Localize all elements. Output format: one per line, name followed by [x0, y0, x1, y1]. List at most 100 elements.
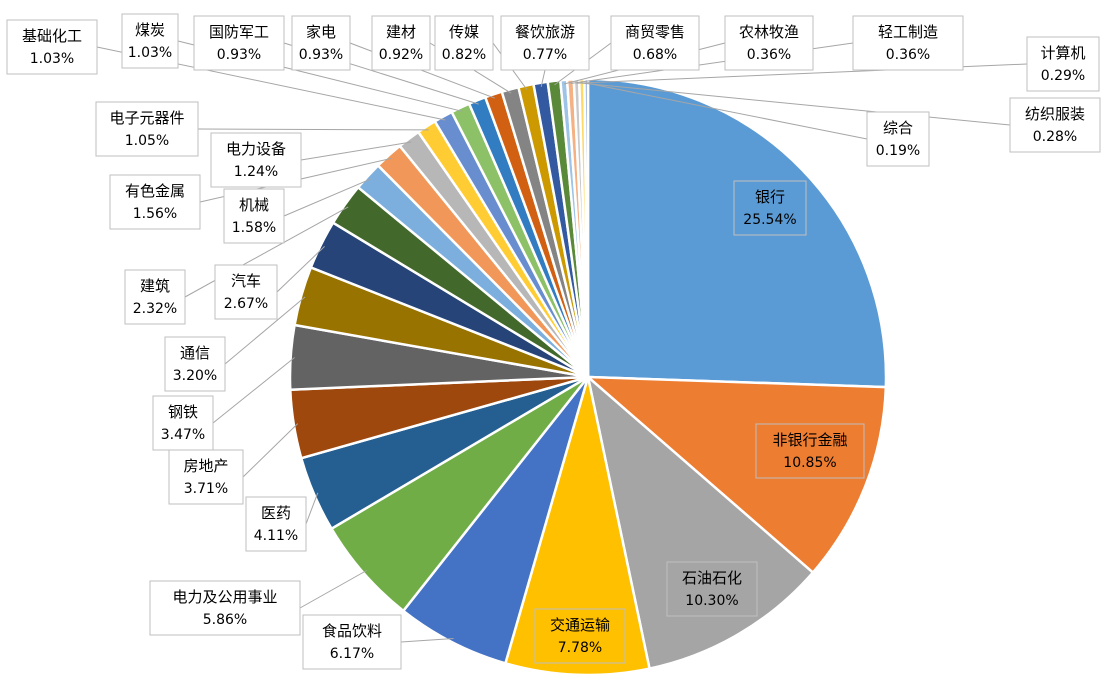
data-label-box [666, 561, 758, 617]
slice-value-label: 0.77% [523, 47, 567, 63]
leader-line-14 [300, 141, 412, 161]
slice-name-label: 机械 [239, 196, 269, 214]
data-label-box [1009, 97, 1101, 153]
slice-value-label: 1.03% [128, 45, 172, 61]
data-label-box [6, 19, 98, 75]
leader-line-22 [540, 69, 546, 87]
data-label-11: 建筑 2.32% [124, 269, 186, 325]
data-label-box [223, 188, 285, 244]
data-label-15: 电子元器件 1.05% [95, 101, 199, 157]
data-label-box [1026, 36, 1100, 92]
data-label-13: 有色金属 1.56% [109, 174, 201, 230]
leader-line-7 [242, 423, 299, 478]
slice-value-label: 0.28% [1033, 129, 1077, 145]
data-label-box [124, 269, 186, 325]
data-label-box [152, 395, 214, 451]
slice-name-label: 钢铁 [168, 403, 198, 421]
leader-line-15 [197, 128, 429, 131]
data-label-22: 餐饮旅游 0.77% [500, 15, 590, 71]
slice-name-label: 轻工制造 [878, 23, 938, 41]
data-label-box [210, 132, 302, 188]
leader-line-12 [283, 178, 371, 217]
pie-slice-4 [401, 376, 590, 665]
data-label-box [95, 101, 199, 157]
slice-value-label: 7.78% [558, 640, 602, 656]
data-label-26: 计算机 0.29% [1026, 36, 1100, 92]
slice-value-label: 1.05% [125, 133, 169, 149]
data-label-box [733, 180, 807, 236]
leader-line-5 [299, 570, 367, 609]
data-label-19: 家电 0.93% [291, 15, 351, 71]
slice-name-label: 国防军工 [209, 23, 269, 41]
data-label-12: 机械 1.58% [223, 188, 285, 244]
data-label-box [149, 580, 301, 636]
slice-value-label: 1.24% [234, 164, 278, 180]
data-label-box [500, 15, 590, 71]
slice-value-label: 1.56% [133, 206, 177, 222]
data-label-1: 非银行金融 10.85% [755, 423, 865, 479]
leader-line-27 [581, 82, 1011, 126]
data-label-6: 医药 4.11% [245, 496, 307, 552]
slice-name-label: 银行 [755, 188, 785, 206]
data-label-box [109, 174, 201, 230]
leader-line-10 [276, 246, 325, 293]
data-label-box [755, 423, 865, 479]
slice-value-label: 0.82% [442, 47, 486, 63]
slice-value-label: 0.93% [217, 47, 261, 63]
leader-line-6 [305, 492, 319, 525]
slice-value-label: 10.30% [685, 593, 738, 609]
slice-name-label: 家电 [306, 23, 336, 41]
leader-lines [96, 40, 1028, 643]
slice-value-label: 0.93% [299, 47, 343, 63]
slice-name-label: 传媒 [449, 23, 479, 41]
data-label-box [164, 336, 226, 392]
slice-value-label: 0.36% [886, 47, 930, 63]
slice-name-label: 有色金属 [125, 182, 185, 200]
slice-name-label: 通信 [180, 344, 210, 362]
slice-value-label: 2.67% [224, 296, 268, 312]
slice-name-label: 食品饮料 [322, 622, 382, 640]
data-label-box [852, 15, 964, 71]
slice-value-label: 0.36% [747, 47, 791, 63]
data-label-box [193, 15, 285, 71]
data-label-box [214, 264, 278, 320]
slice-name-label: 纺织服装 [1025, 105, 1085, 123]
pie-slices [288, 77, 888, 675]
slice-name-label: 非银行金融 [772, 431, 847, 449]
slice-value-label: 3.20% [173, 368, 217, 384]
data-label-box [724, 15, 814, 71]
data-label-0: 银行 25.54% [733, 180, 807, 236]
data-label-21: 传媒 0.82% [434, 15, 494, 71]
slice-name-label: 汽车 [231, 272, 261, 290]
slice-value-label: 0.19% [876, 143, 920, 159]
data-label-box [610, 15, 700, 71]
data-label-5: 电力及公用事业 5.86% [149, 580, 301, 636]
data-label-14: 电力设备 1.24% [210, 132, 302, 188]
data-label-10: 汽车 2.67% [214, 264, 278, 320]
slice-name-label: 基础化工 [22, 27, 82, 45]
slice-value-label: 2.32% [133, 301, 177, 317]
data-label-box [434, 15, 494, 71]
slice-value-label: 1.58% [232, 220, 276, 236]
slice-name-label: 房地产 [183, 457, 228, 475]
slice-name-label: 电子元器件 [109, 109, 184, 127]
leader-line-28 [586, 82, 868, 140]
slice-value-label: 0.92% [379, 47, 423, 63]
data-labels: 银行 25.54% 非银行金融 10.85% 石油石化 10.30% 交通运输 7.78% 食品… [6, 13, 1101, 670]
slice-name-label: 电力及公用事业 [172, 588, 277, 606]
data-label-16: 基础化工 1.03% [6, 19, 98, 75]
data-label-2: 石油石化 10.30% [666, 561, 758, 617]
slice-name-label: 建材 [386, 23, 416, 41]
slice-value-label: 5.86% [203, 612, 247, 628]
data-label-20: 建材 0.92% [371, 15, 431, 71]
slice-value-label: 0.68% [633, 47, 677, 63]
data-label-24: 农林牧渔 0.36% [724, 15, 814, 71]
data-label-17: 煤炭 1.03% [121, 13, 179, 69]
data-label-box [866, 111, 930, 167]
slice-name-label: 商贸零售 [625, 23, 685, 41]
slice-value-label: 6.17% [330, 646, 374, 662]
leader-line-8 [212, 357, 295, 424]
data-label-box [121, 13, 179, 69]
data-label-9: 通信 3.20% [164, 336, 226, 392]
data-label-box [371, 15, 431, 71]
